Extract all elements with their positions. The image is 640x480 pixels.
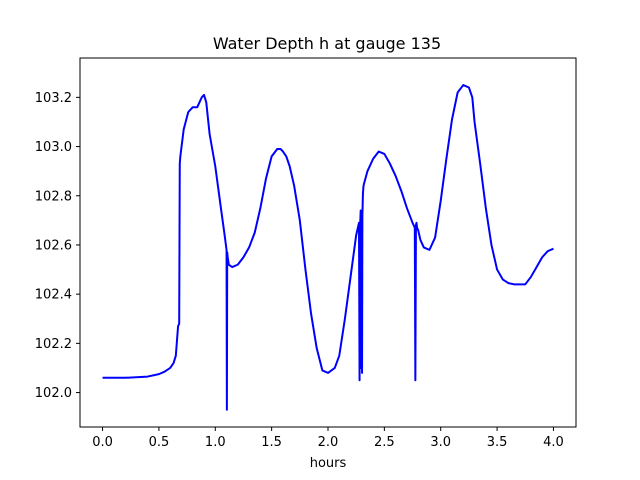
- y-tick-label: 102.2: [35, 337, 72, 352]
- series-layer: [102, 84, 554, 411]
- y-axis: 102.0 102.2 102.4 102.6 102.8 103.0 103.2: [35, 91, 80, 401]
- y-tick-label: 103.2: [35, 91, 72, 106]
- x-axis-label: hours: [310, 456, 347, 471]
- x-tick-label: 1.0: [205, 435, 226, 450]
- x-tick-label: 3.5: [487, 435, 508, 450]
- x-tick-label: 1.5: [261, 435, 282, 450]
- chart-title: Water Depth h at gauge 135: [213, 34, 441, 53]
- y-tick-label: 102.6: [35, 238, 72, 253]
- x-tick-label: 2.5: [374, 435, 395, 450]
- water-depth-series-line: [102, 84, 554, 411]
- y-tick-label: 102.4: [35, 288, 72, 303]
- x-axis: 0.0 0.5 1.0 1.5 2.0 2.5 3.0 3.5 4.0: [92, 427, 564, 450]
- y-tick-label: 102.8: [35, 189, 72, 204]
- y-tick-label: 103.0: [35, 140, 72, 155]
- x-tick-label: 0.5: [149, 435, 170, 450]
- x-tick-label: 0.0: [92, 435, 113, 450]
- x-tick-label: 2.0: [318, 435, 339, 450]
- x-tick-label: 3.0: [430, 435, 451, 450]
- y-tick-label: 102.0: [35, 386, 72, 401]
- x-tick-label: 4.0: [543, 435, 564, 450]
